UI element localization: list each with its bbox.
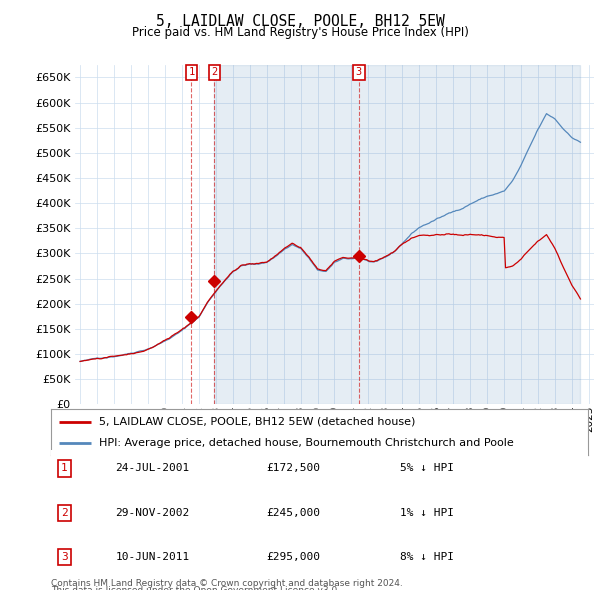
Text: Price paid vs. HM Land Registry's House Price Index (HPI): Price paid vs. HM Land Registry's House … <box>131 26 469 39</box>
Text: This data is licensed under the Open Government Licence v3.0.: This data is licensed under the Open Gov… <box>51 586 340 590</box>
Text: 3: 3 <box>61 552 68 562</box>
Text: 1: 1 <box>188 67 194 77</box>
Text: 29-NOV-2002: 29-NOV-2002 <box>115 508 190 517</box>
Text: 24-JUL-2001: 24-JUL-2001 <box>115 464 190 473</box>
Text: Contains HM Land Registry data © Crown copyright and database right 2024.: Contains HM Land Registry data © Crown c… <box>51 579 403 588</box>
Text: 1: 1 <box>61 464 68 473</box>
Text: £295,000: £295,000 <box>266 552 320 562</box>
Text: HPI: Average price, detached house, Bournemouth Christchurch and Poole: HPI: Average price, detached house, Bour… <box>100 438 514 448</box>
Text: 5, LAIDLAW CLOSE, POOLE, BH12 5EW (detached house): 5, LAIDLAW CLOSE, POOLE, BH12 5EW (detac… <box>100 417 416 427</box>
Text: 5% ↓ HPI: 5% ↓ HPI <box>400 464 454 473</box>
Text: 10-JUN-2011: 10-JUN-2011 <box>115 552 190 562</box>
Text: £245,000: £245,000 <box>266 508 320 517</box>
Text: 1% ↓ HPI: 1% ↓ HPI <box>400 508 454 517</box>
Bar <box>214 65 580 404</box>
Text: 2: 2 <box>211 67 217 77</box>
Text: 8% ↓ HPI: 8% ↓ HPI <box>400 552 454 562</box>
Text: 5, LAIDLAW CLOSE, POOLE, BH12 5EW: 5, LAIDLAW CLOSE, POOLE, BH12 5EW <box>155 14 445 28</box>
Text: £172,500: £172,500 <box>266 464 320 473</box>
Text: 2: 2 <box>61 508 68 517</box>
Text: 3: 3 <box>356 67 362 77</box>
